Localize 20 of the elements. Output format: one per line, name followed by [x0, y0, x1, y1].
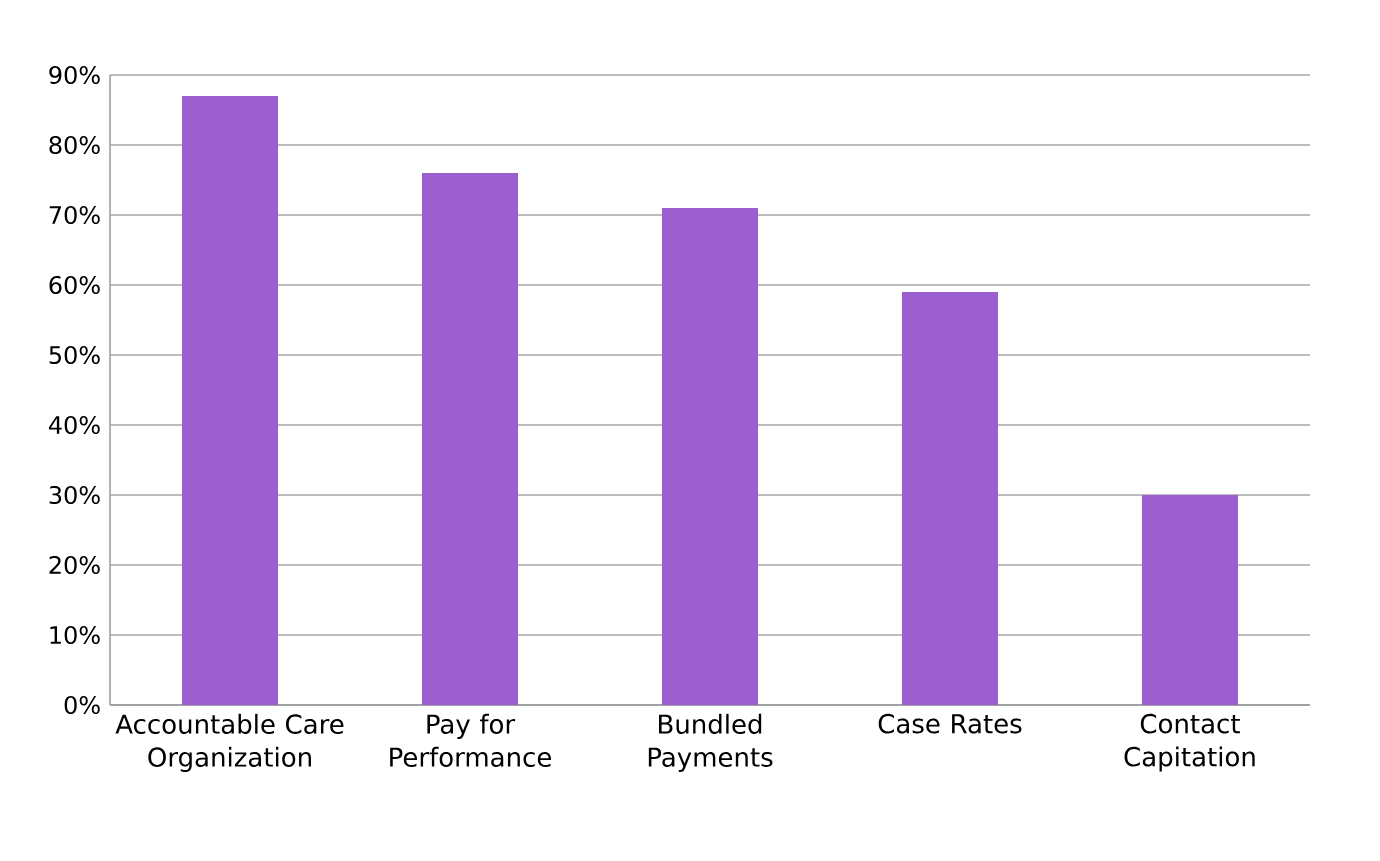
y-tick-label: 0%: [64, 695, 100, 715]
bar: [1141, 494, 1238, 705]
y-tick-label: 10%: [50, 625, 100, 645]
bar: [182, 95, 278, 705]
x-tick-label: Case Rates: [878, 713, 1022, 734]
y-tick-label: 60%: [49, 275, 100, 295]
y-tick-label: 20%: [49, 555, 100, 575]
y-tick-label: 30%: [49, 485, 100, 505]
y-tick-label: 50%: [49, 345, 100, 365]
x-tick-label: Bundled Payments: [648, 713, 773, 773]
bar: [901, 291, 998, 705]
y-tick-label: 70%: [49, 205, 100, 225]
y-tick-label: 40%: [48, 415, 100, 435]
x-tick-label: Contact Capitation: [1124, 713, 1255, 772]
bar: [661, 207, 758, 705]
bar: [422, 172, 518, 705]
x-tick-label: Pay for Performance: [390, 713, 551, 767]
y-tick-label: 80%: [49, 135, 100, 155]
x-tick-label: Accountable Care Organization: [115, 713, 344, 773]
y-tick-label: 90%: [49, 65, 100, 85]
